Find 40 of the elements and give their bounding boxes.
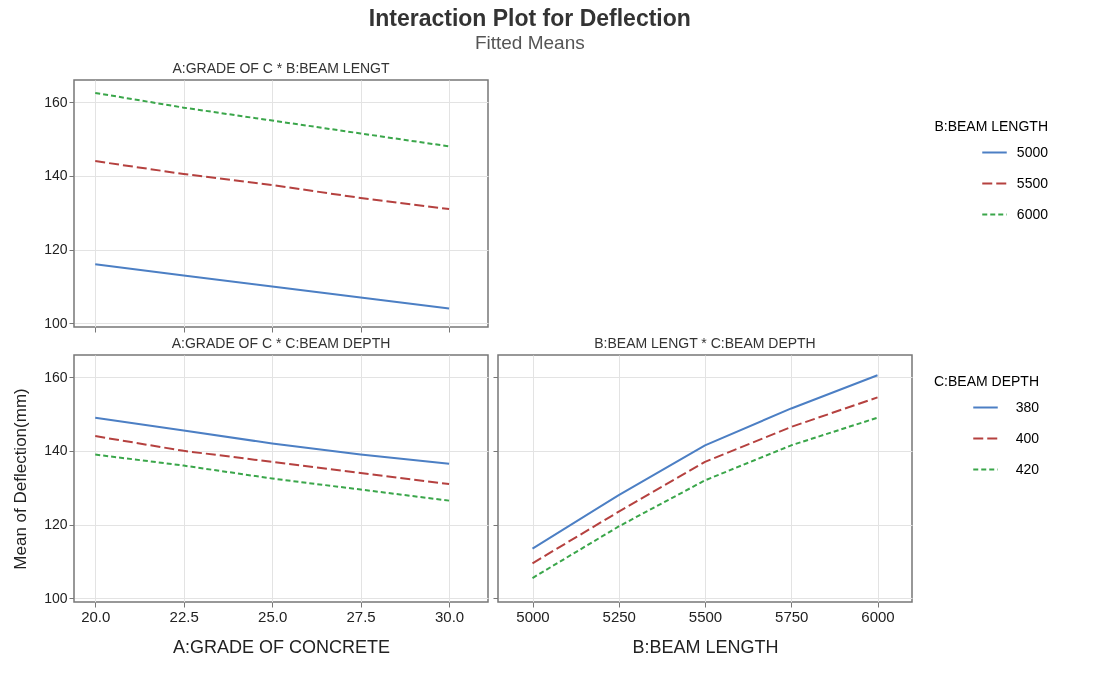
y-tick-label: 120: [44, 241, 68, 258]
y-tick-label: 100: [44, 314, 68, 331]
line-series: [94, 453, 451, 502]
x-tick-label: 22.5: [169, 607, 199, 625]
x-axis-title: A:GRADE OF CONCRETE: [172, 636, 391, 657]
legend-label: 6000: [1016, 205, 1049, 222]
x-tick-label: 5500: [688, 607, 723, 625]
legend-title: C:BEAM DEPTH: [933, 373, 1039, 389]
x-tick-label: 25.0: [258, 607, 288, 625]
y-tick-label: 100: [44, 589, 68, 606]
line-series: [94, 416, 451, 465]
x-tick-label: 20.0: [81, 607, 111, 625]
chart-title: Interaction Plot for Deflection: [368, 5, 691, 32]
chart-title: B:BEAM LENGT * C:BEAM DEPTH: [594, 335, 816, 351]
line-series: [94, 91, 451, 148]
y-tick-label: 140: [44, 167, 68, 184]
text: A:GRADE OF C * B:BEAM LENGT: [172, 60, 390, 76]
x-tick-label: 27.5: [346, 607, 376, 625]
y-tick-label: 160: [44, 368, 68, 385]
x-axis-title: B:BEAM LENGTH: [632, 636, 779, 657]
y-tick-label: 160: [44, 93, 68, 110]
x-tick-label: 5000: [516, 607, 550, 625]
x-tick-label: 30.0: [434, 607, 465, 625]
legend-label: 380: [1015, 398, 1040, 415]
legend-title: B:BEAM LENGTH: [934, 118, 1048, 134]
x-tick-label: 5250: [602, 607, 636, 625]
line-series: [94, 160, 451, 211]
y-tick-label: 140: [44, 442, 68, 459]
y-axis-title: Mean of Deflection(mm): [11, 388, 31, 570]
x-tick-label: 5750: [775, 607, 809, 625]
line-series: [94, 435, 451, 486]
y-tick-label: 120: [44, 516, 68, 533]
legend-label: 5000: [1016, 143, 1049, 160]
chart-title: A:GRADE OF C * C:BEAM DEPTH: [171, 335, 391, 351]
x-tick-label: 6000: [861, 607, 895, 625]
legend-label: 5500: [1016, 174, 1049, 191]
line-series: [94, 263, 451, 310]
legend-label: 400: [1015, 429, 1040, 446]
legend-label: 420: [1015, 460, 1040, 477]
text: Fitted Means: [474, 32, 585, 54]
